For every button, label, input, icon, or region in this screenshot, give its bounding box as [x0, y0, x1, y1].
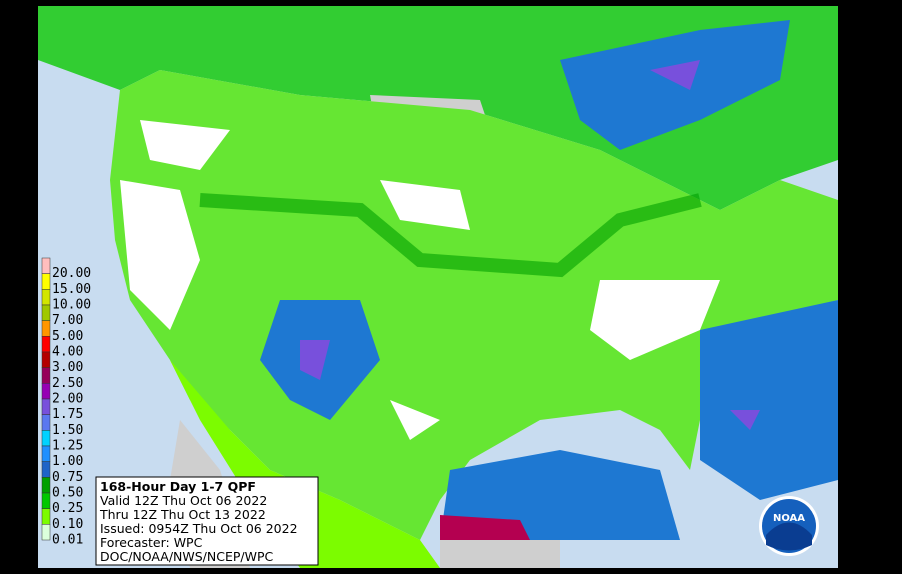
legend-swatch	[41, 257, 51, 274]
info-box	[95, 476, 319, 566]
legend-label: 1.75	[52, 407, 83, 422]
logo-text: NOAA	[773, 513, 805, 524]
legend-swatch	[41, 477, 51, 494]
legend-swatch	[41, 351, 51, 368]
legend-swatch	[41, 492, 51, 509]
moderate-band	[199, 193, 702, 278]
info-line: Forecaster: WPC	[100, 535, 203, 550]
legend-swatch	[41, 304, 51, 321]
legend-swatch	[41, 524, 51, 541]
logo-wave	[766, 522, 812, 551]
legend-swatch	[41, 445, 51, 462]
legend-label: 4.00	[52, 345, 83, 360]
legend-label: 1.00	[52, 454, 83, 469]
legend-swatch	[41, 336, 51, 353]
legend-swatch	[41, 320, 51, 337]
legend-label: 0.75	[52, 470, 83, 485]
legend-swatch	[41, 398, 51, 415]
max-area	[440, 515, 530, 540]
legend-label: 7.00	[52, 313, 83, 328]
legend-label: 1.25	[52, 439, 83, 454]
legend-label: 20.00	[52, 266, 91, 281]
info-line: Issued: 0954Z Thu Oct 06 2022	[100, 521, 298, 536]
legend-label: 5.00	[52, 329, 83, 344]
info-line: Valid 12Z Thu Oct 06 2022	[100, 493, 267, 508]
legend-label: 0.10	[52, 517, 83, 532]
south-land	[440, 540, 560, 568]
wet-area	[260, 20, 838, 540]
legend-swatch	[41, 289, 51, 306]
legend-label: 2.50	[52, 376, 83, 391]
legend-swatch	[41, 461, 51, 478]
legend-swatch	[41, 383, 51, 400]
legend-swatch	[41, 367, 51, 384]
legend-swatch	[41, 273, 51, 290]
info-line: Thru 12Z Thu Oct 13 2022	[99, 507, 266, 522]
us-land	[110, 70, 838, 540]
legend-label: 0.01	[52, 533, 83, 548]
legend-label: 10.00	[52, 298, 91, 313]
legend-swatch	[41, 414, 51, 431]
info-line: DOC/NOAA/NWS/NCEP/WPC	[100, 549, 274, 564]
legend-label: 2.00	[52, 392, 83, 407]
info-title: 168-Hour Day 1-7 QPF	[100, 479, 256, 494]
legend-label: 3.00	[52, 360, 83, 375]
legend-label: 0.25	[52, 501, 83, 516]
legend-swatch	[41, 508, 51, 525]
legend-label: 15.00	[52, 282, 91, 297]
legend-swatch	[41, 430, 51, 447]
legend-label: 0.50	[52, 486, 83, 501]
legend-label: 1.50	[52, 423, 83, 438]
dry-area	[120, 120, 720, 440]
